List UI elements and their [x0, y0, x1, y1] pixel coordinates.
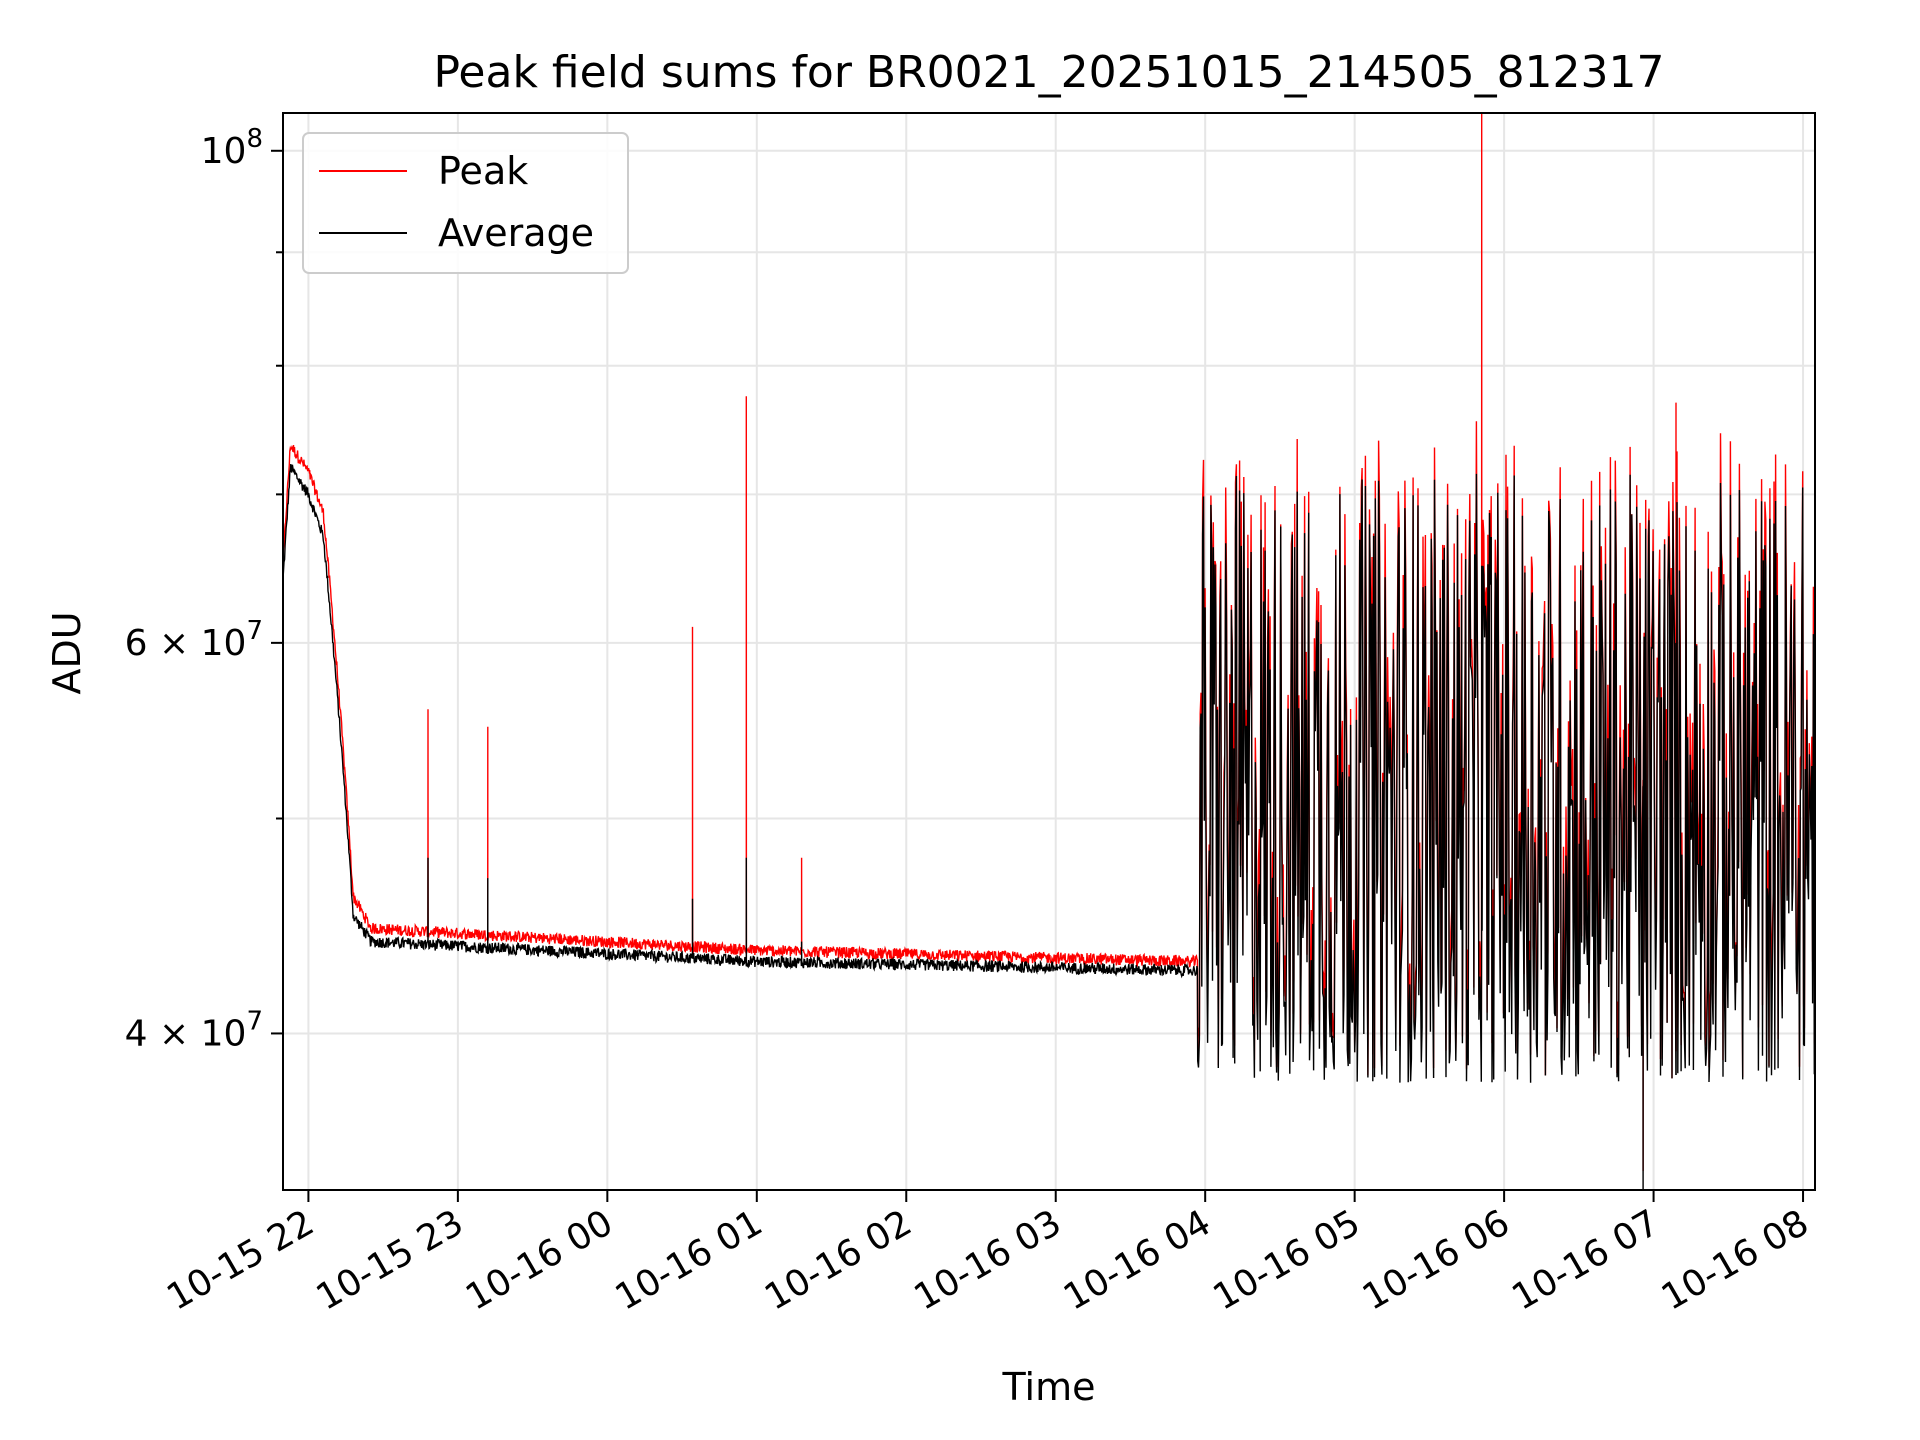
- series-layer: [283, 113, 1815, 1190]
- y-axis-label: ADU: [45, 611, 89, 694]
- x-axis-label: Time: [1002, 1365, 1096, 1409]
- series-line-average: [283, 464, 1815, 1190]
- y-tick-label-1: 6 × 107: [125, 616, 263, 664]
- y-axis-ticks: 4 × 107 6 × 107 108: [125, 124, 283, 1054]
- y-tick-label-0: 4 × 107: [125, 1006, 263, 1054]
- plot-frame: [282, 112, 1816, 1191]
- legend: Peak Average: [302, 132, 629, 274]
- legend-box: [302, 132, 629, 274]
- legend-label-average: Average: [438, 211, 594, 255]
- y-tick-label-2: 108: [201, 124, 263, 172]
- chart-title: Peak field sums for BR0021_20251015_2145…: [433, 47, 1664, 98]
- legend-label-peak: Peak: [438, 149, 528, 193]
